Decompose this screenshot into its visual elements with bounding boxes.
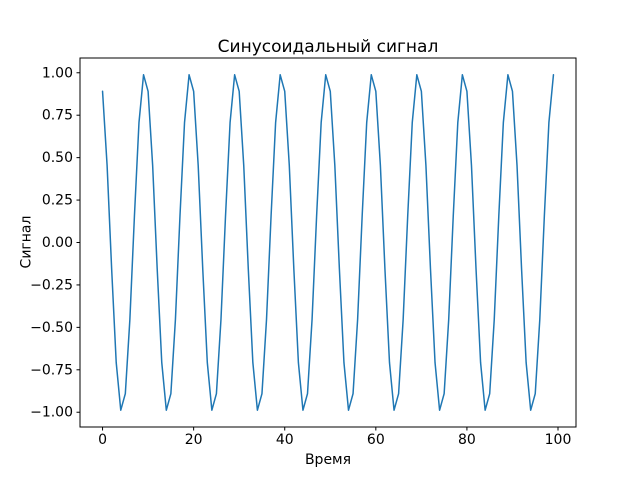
y-tick-label: 0.50 [42,150,73,166]
x-tick-label: 100 [545,432,572,448]
x-tick-label: 40 [276,432,294,448]
y-tick-label: 0.00 [42,235,73,251]
y-tick-label: 0.25 [42,193,73,209]
x-axis-label: Время [304,452,352,468]
chart-title: Синусоидальный сигнал [217,37,439,57]
x-tick-label: 20 [185,432,203,448]
x-tick-label: 60 [367,432,385,448]
y-tick-label: −0.75 [30,362,73,378]
y-tick-label: 0.75 [42,108,73,124]
y-tick-label: 1.00 [42,65,73,81]
x-tick-label: 80 [458,432,476,448]
y-tick-label: −1.00 [30,405,73,421]
y-tick-label: −0.50 [30,320,73,336]
plot-border [79,57,577,428]
x-tick-label: 0 [98,432,107,448]
signal-line [101,74,555,411]
y-tick-label: −0.25 [30,277,73,293]
